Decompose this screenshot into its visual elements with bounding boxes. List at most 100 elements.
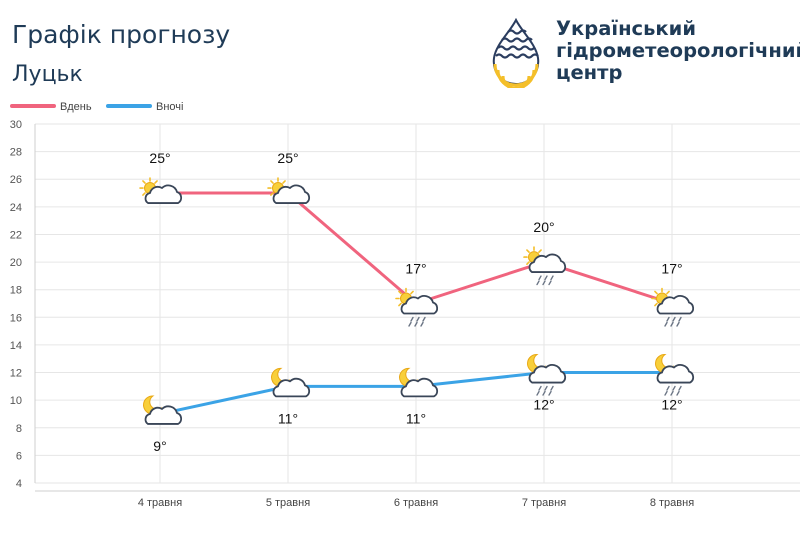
day-temp-label: 20° xyxy=(533,219,554,235)
rain-drop xyxy=(536,280,540,286)
rain-drop xyxy=(422,316,426,322)
y-tick-label: 20 xyxy=(10,257,22,269)
x-tick-label: 4 травня xyxy=(138,497,182,509)
rain-drop xyxy=(664,390,668,396)
moon-cloud-rain-icon xyxy=(527,354,567,396)
x-tick-label: 8 травня xyxy=(650,497,694,509)
night-temp-label: 9° xyxy=(153,438,166,454)
night-temp-label: 12° xyxy=(533,397,554,413)
moon-cloud-icon xyxy=(399,367,439,398)
cloud-shape xyxy=(400,295,439,315)
sun-ray xyxy=(270,192,274,196)
legend-label: Вдень xyxy=(60,101,92,113)
sun-ray xyxy=(398,290,402,295)
day-temp-label: 17° xyxy=(405,261,426,277)
rain-drop xyxy=(548,280,552,286)
cloud-shape xyxy=(528,253,567,273)
cloud-shape xyxy=(400,377,439,398)
sun-cloud-rain-icon xyxy=(395,287,439,327)
rain-drop xyxy=(544,385,548,391)
rain-drop xyxy=(544,275,548,281)
rain-drop xyxy=(414,321,418,327)
rain-drop xyxy=(542,280,546,286)
sun-ray xyxy=(526,261,530,265)
sun-cloud-icon xyxy=(267,177,311,204)
sun-ray xyxy=(142,192,146,196)
sun-ray xyxy=(154,180,158,184)
rain-drop xyxy=(670,321,674,327)
night-temp-label: 11° xyxy=(278,410,298,426)
org-line-2: гідрометеорологічний xyxy=(556,39,800,62)
cloud-shape xyxy=(656,295,695,315)
rain-drop xyxy=(666,385,670,391)
sun-cloud-rain-icon xyxy=(523,246,567,286)
rain-drop xyxy=(420,321,424,327)
sun-ray xyxy=(654,290,658,295)
chart-title: Графік прогнозу xyxy=(12,20,231,49)
moon-cloud-icon xyxy=(143,395,183,425)
cloud-shape xyxy=(144,405,183,425)
rain-drop xyxy=(672,316,676,322)
y-tick-label: 28 xyxy=(10,147,22,159)
sun-ray xyxy=(526,249,530,253)
day-temp-label: 17° xyxy=(661,261,682,277)
y-tick-label: 8 xyxy=(16,423,22,435)
cloud-shape xyxy=(528,364,567,384)
y-tick-label: 10 xyxy=(10,395,22,407)
uhmc-logo xyxy=(492,18,540,88)
rain-drop xyxy=(676,390,680,396)
day-temp-label: 25° xyxy=(149,150,170,166)
y-tick-label: 12 xyxy=(10,368,22,380)
rain-drop xyxy=(538,275,542,281)
org-name: Український гідрометеорологічний центр xyxy=(556,18,800,84)
sun-ray xyxy=(538,249,542,253)
rain-drop xyxy=(664,321,668,327)
sun-ray xyxy=(282,180,286,184)
rain-drop xyxy=(676,321,680,327)
rain-drop xyxy=(550,385,554,391)
sun-ray xyxy=(398,302,402,307)
sun-ray xyxy=(666,290,670,295)
legend-label: Вночі xyxy=(156,101,183,113)
rain-drop xyxy=(538,385,542,391)
sun-cloud-rain-icon xyxy=(651,287,695,327)
rain-drop xyxy=(416,316,420,322)
org-line-3: центр xyxy=(556,61,623,84)
y-tick-label: 16 xyxy=(10,312,22,324)
sun-ray xyxy=(410,290,414,295)
x-tick-label: 6 травня xyxy=(394,497,438,509)
rain-drop xyxy=(670,390,674,396)
x-tick-label: 7 травня xyxy=(522,497,566,509)
day-temp-label: 25° xyxy=(277,150,298,166)
cloud-shape xyxy=(656,364,695,384)
y-tick-label: 22 xyxy=(10,229,22,241)
moon-cloud-icon xyxy=(271,367,311,398)
rain-drop xyxy=(548,390,552,396)
y-tick-label: 26 xyxy=(10,174,22,186)
night-temp-label: 11° xyxy=(406,410,426,426)
rain-drop xyxy=(536,390,540,396)
moon-cloud-rain-icon xyxy=(655,354,695,396)
rain-drop xyxy=(410,316,414,322)
y-tick-label: 14 xyxy=(10,340,22,352)
cloud-shape xyxy=(272,184,311,204)
rain-drop xyxy=(666,316,670,322)
org-line-1: Український xyxy=(556,17,696,40)
rain-drop xyxy=(672,385,676,391)
rain-drop xyxy=(542,390,546,396)
sun-ray xyxy=(270,180,274,184)
cloud-shape xyxy=(272,377,311,398)
y-tick-label: 6 xyxy=(16,450,22,462)
rain-drop xyxy=(550,275,554,281)
city-name: Луцьк xyxy=(12,62,83,87)
night-temp-label: 12° xyxy=(661,397,682,413)
y-tick-label: 30 xyxy=(10,119,22,131)
sun-ray xyxy=(654,302,658,307)
y-tick-label: 24 xyxy=(10,202,22,214)
cloud-shape xyxy=(144,184,183,204)
x-tick-label: 5 травня xyxy=(266,497,310,509)
sun-cloud-icon xyxy=(139,177,183,204)
rain-drop xyxy=(408,321,412,327)
rain-drop xyxy=(678,316,682,322)
